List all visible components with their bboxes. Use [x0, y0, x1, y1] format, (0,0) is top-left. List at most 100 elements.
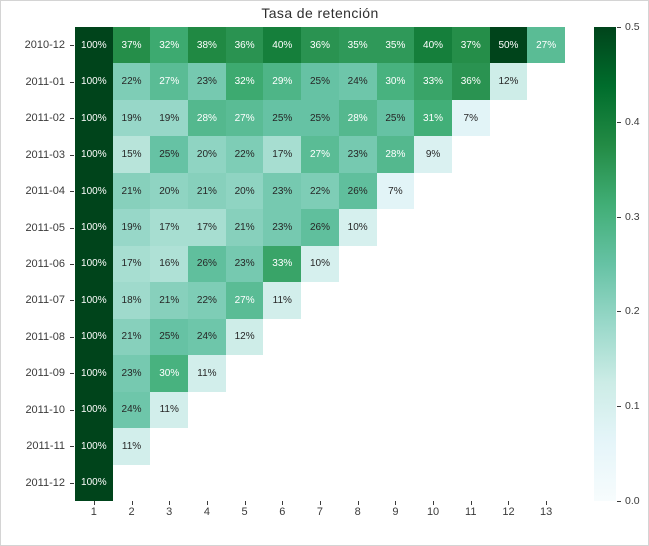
y-tick-label: 2011-01	[25, 75, 65, 88]
cell-value-label: 22%	[309, 185, 330, 197]
cell-value-label: 23%	[234, 258, 255, 270]
x-tick-mark	[470, 501, 472, 505]
heatmap-cell: 25%	[150, 318, 189, 356]
cell-value-label: 100%	[81, 440, 107, 452]
x-tick-mark	[244, 501, 246, 505]
x-tick-label: 2	[128, 506, 135, 518]
heatmap-cell: 17%	[188, 209, 226, 246]
cell-value-label: 11%	[272, 294, 292, 306]
heatmap-cell: 27%	[225, 282, 264, 319]
x-tick-mark	[508, 501, 510, 505]
heatmap-cell: 100%	[75, 428, 113, 465]
cell-value-label: 30%	[159, 367, 180, 379]
heatmap-cell: 37%	[112, 27, 151, 64]
colorbar-tick-mark	[617, 216, 621, 218]
x-tick-label: 1	[90, 506, 97, 518]
cell-value-label: 21%	[196, 185, 217, 197]
heatmap-cell: 100%	[75, 282, 113, 319]
heatmap-cell: 15%	[112, 136, 151, 173]
x-tick-mark	[282, 501, 284, 505]
heatmap-cell: 100%	[75, 63, 113, 100]
cell-value-label: 33%	[272, 258, 293, 270]
cell-value-label: 100%	[81, 404, 107, 416]
heatmap-cell: 33%	[414, 63, 452, 100]
heatmap-cell: 100%	[75, 172, 113, 210]
cell-value-label: 100%	[81, 294, 107, 306]
cell-value-label: 100%	[81, 367, 107, 379]
x-tick-mark	[546, 501, 548, 505]
y-tick-label: 2010-12	[24, 39, 65, 52]
heatmap-cell: 28%	[376, 136, 415, 173]
cell-value-label: 7%	[463, 112, 478, 124]
heatmap-cell: 27%	[527, 27, 565, 64]
x-tick-label: 11	[465, 506, 477, 518]
heatmap-cell: 21%	[112, 318, 151, 356]
heatmap-cell: 17%	[150, 209, 189, 246]
heatmap-cell: 32%	[150, 27, 189, 64]
x-tick-mark	[206, 501, 208, 505]
x-tick-label: 7	[316, 506, 324, 518]
heatmap-cell: 25%	[150, 136, 189, 173]
cell-value-label: 10%	[347, 222, 368, 234]
cell-value-label: 100%	[81, 39, 107, 51]
heatmap-cell: 38%	[188, 27, 226, 64]
x-tick-mark	[433, 501, 435, 505]
x-tick-label: 5	[241, 506, 248, 518]
cell-value-label: 21%	[234, 222, 255, 234]
cell-value-label: 25%	[159, 331, 180, 343]
heatmap-cell: 17%	[263, 136, 302, 173]
cell-value-label: 36%	[234, 39, 255, 51]
heatmap-cell: 16%	[150, 245, 189, 283]
heatmap-cell: 28%	[338, 99, 377, 137]
heatmap-cell: 27%	[150, 63, 189, 100]
y-tick-label: 2011-02	[25, 112, 65, 125]
cell-value-label: 23%	[121, 367, 142, 379]
cell-value-label: 36%	[309, 39, 330, 51]
heatmap-cell: 36%	[451, 63, 490, 100]
cell-value-label: 100%	[81, 112, 107, 124]
cell-value-label: 25%	[272, 112, 293, 124]
heatmap-cell: 26%	[188, 245, 226, 283]
heatmap-cell: 20%	[225, 172, 264, 210]
cell-value-label: 35%	[347, 39, 368, 51]
heatmap-cell: 36%	[225, 27, 264, 64]
cell-value-label: 16%	[159, 258, 180, 270]
heatmap-cell: 20%	[150, 172, 189, 210]
cell-value-label: 24%	[347, 76, 368, 88]
heatmap-cell: 100%	[75, 355, 113, 392]
y-tick-label: 2011-06	[25, 258, 65, 270]
heatmap-cell: 21%	[188, 172, 226, 210]
cell-value-label: 40%	[423, 39, 444, 51]
heatmap-cell: 22%	[188, 282, 226, 319]
cell-value-label: 32%	[234, 76, 255, 88]
heatmap-cell: 100%	[75, 209, 113, 246]
cell-value-label: 22%	[121, 76, 142, 88]
heatmap-cell: 40%	[263, 27, 302, 64]
cell-value-label: 23%	[272, 185, 293, 197]
y-tick-label: 2011-11	[26, 440, 65, 453]
colorbar-tick-label: 0.0	[625, 495, 640, 507]
colorbar-tick-mark	[617, 121, 621, 123]
heatmap-cell: 22%	[225, 136, 264, 173]
y-tick-label: 2011-04	[25, 185, 65, 198]
heatmap-cell: 40%	[414, 27, 452, 64]
heatmap-cell: 12%	[489, 63, 528, 100]
y-tick-mark	[70, 300, 74, 302]
heatmap-cell: 21%	[150, 282, 189, 319]
x-tick-label: 3	[166, 506, 173, 518]
heatmap-cell: 24%	[188, 318, 226, 356]
cell-value-label: 11%	[121, 440, 142, 452]
cell-value-label: 25%	[385, 112, 406, 124]
y-tick-mark	[70, 264, 74, 265]
heatmap-cell: 19%	[112, 99, 151, 137]
cell-value-label: 7%	[388, 185, 403, 197]
heatmap-cell: 10%	[338, 209, 377, 246]
x-tick-label: 13	[540, 506, 553, 518]
y-tick-label: 2011-03	[25, 148, 65, 161]
cell-value-label: 23%	[347, 149, 368, 161]
cell-value-label: 22%	[196, 294, 217, 306]
cell-value-label: 12%	[498, 76, 519, 88]
y-tick-mark	[70, 482, 74, 484]
cell-value-label: 100%	[81, 477, 107, 489]
cell-value-label: 18%	[121, 294, 142, 306]
